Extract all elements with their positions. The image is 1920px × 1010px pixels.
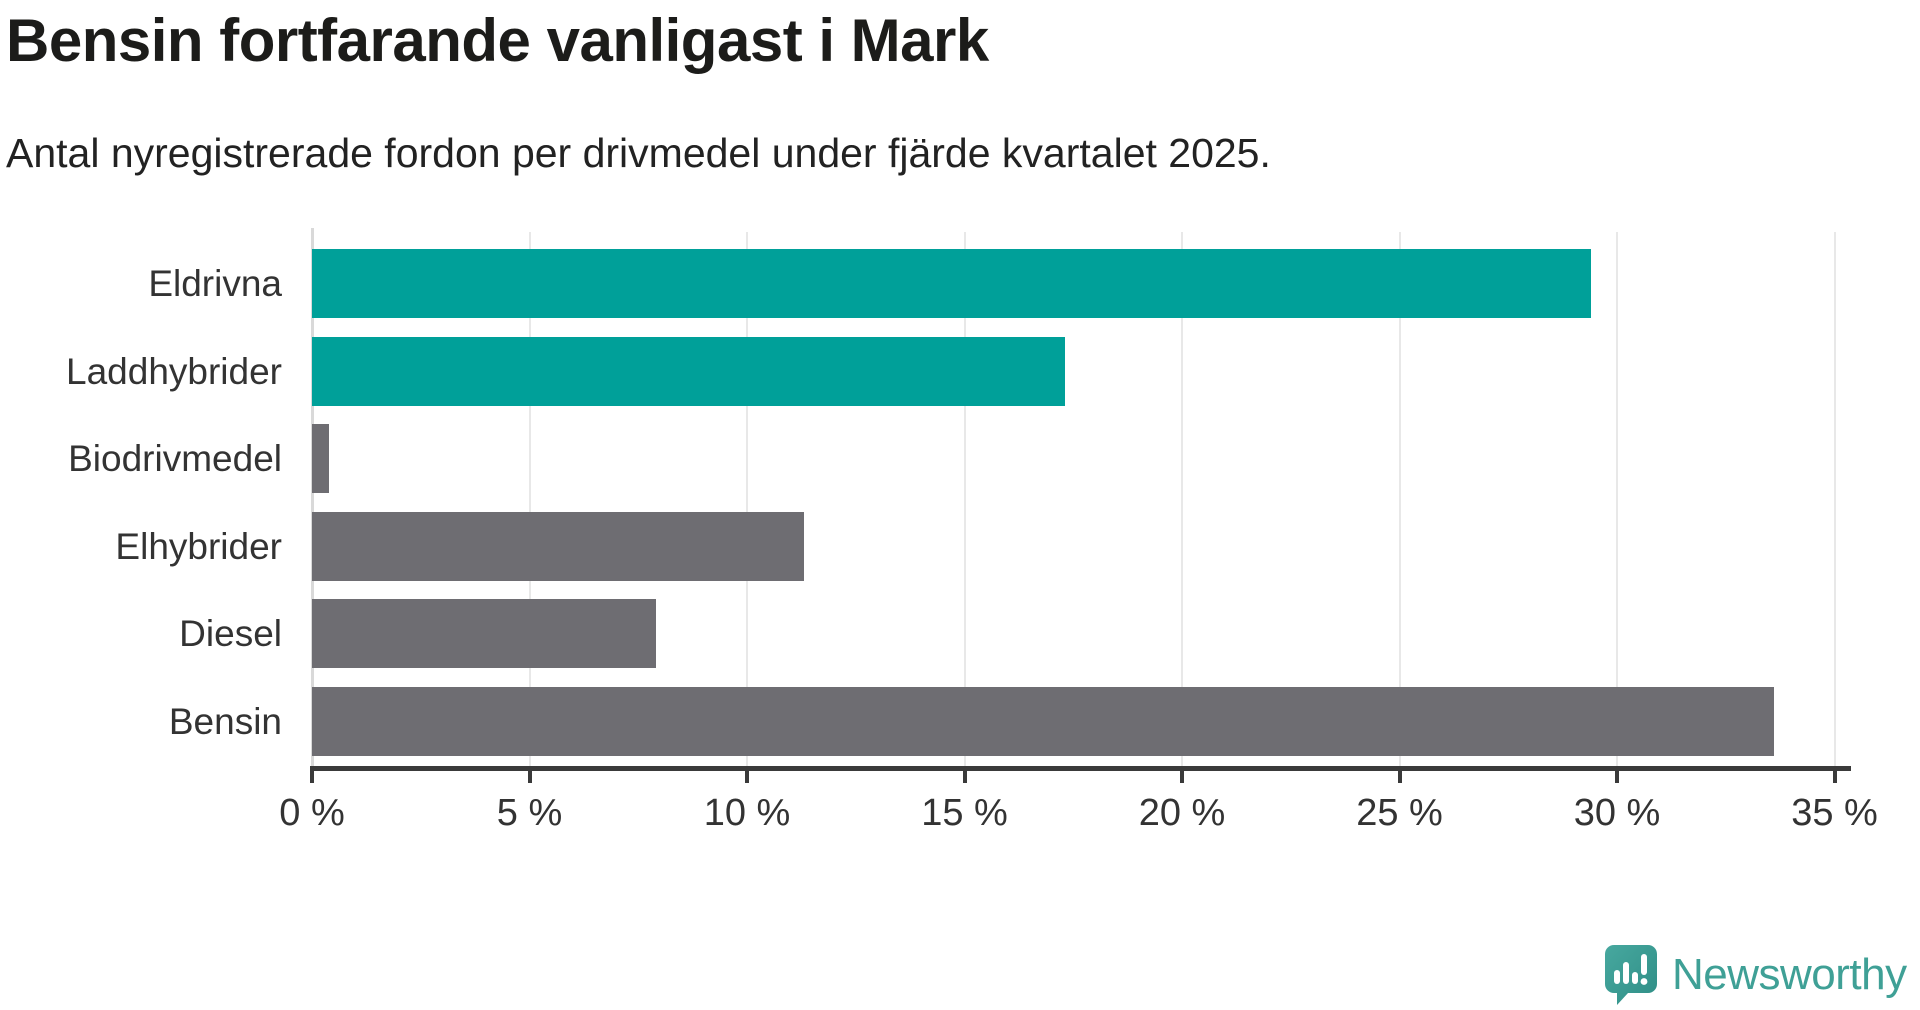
gridline-30pct	[1616, 232, 1618, 766]
category-label-bensin: Bensin	[168, 700, 282, 742]
bar-bensin	[312, 686, 1774, 756]
category-label-biodrivmedel: Biodrivmedel	[68, 438, 282, 479]
x-tick-label: 25 %	[1356, 792, 1443, 834]
x-tick-label: 20 %	[1138, 792, 1226, 834]
x-axis-tick-5pct	[527, 766, 532, 783]
bar-diesel	[312, 599, 656, 668]
bar-eldrivna	[312, 249, 1591, 318]
gridline-5pct	[528, 232, 531, 766]
category-label-eldrivna: Eldrivna	[148, 263, 282, 304]
x-axis-tick-30pct	[1615, 766, 1619, 783]
category-label-diesel: Diesel	[179, 613, 282, 654]
bar-elhybrider	[312, 511, 804, 581]
bar-laddhybrider	[312, 336, 1065, 406]
gridline-0pct	[311, 228, 314, 766]
gridline-35pct	[1833, 232, 1836, 766]
gridline-15pct	[963, 232, 966, 766]
x-axis-tick-15pct	[962, 766, 967, 783]
x-tick-label: 0 %	[279, 792, 345, 834]
category-label-laddhybrider: Laddhybrider	[66, 350, 282, 392]
gridline-20pct	[1181, 232, 1183, 766]
chart-subtitle: Antal nyregistrerade fordon per drivmede…	[6, 130, 1271, 176]
newsworthy-wordmark: Newsworthy	[1672, 950, 1907, 999]
chart-title: Bensin fortfarande vanligast i Mark	[6, 7, 989, 74]
x-axis-tick-0pct	[310, 766, 314, 783]
x-tick-label: 30 %	[1573, 792, 1661, 834]
bar-biodrivmedel	[312, 424, 330, 493]
x-axis-tick-20pct	[1180, 766, 1184, 783]
x-axis-tick-25pct	[1397, 766, 1402, 783]
newsworthy-bubble-chart-icon	[1605, 945, 1657, 1005]
gridline-25pct	[1398, 232, 1401, 766]
x-axis-tick-35pct	[1832, 766, 1837, 783]
x-tick-label: 15 %	[921, 792, 1008, 834]
x-tick-label: 35 %	[1791, 792, 1878, 834]
x-axis-tick-10pct	[745, 766, 749, 783]
x-tick-label: 5 %	[496, 792, 563, 834]
category-label-elhybrider: Elhybrider	[115, 525, 282, 567]
newsworthy-logo[interactable]: Newsworthy	[1604, 944, 1907, 1006]
x-axis-line	[310, 766, 1852, 771]
gridline-10pct	[746, 232, 748, 766]
x-tick-label: 10 %	[703, 792, 791, 834]
